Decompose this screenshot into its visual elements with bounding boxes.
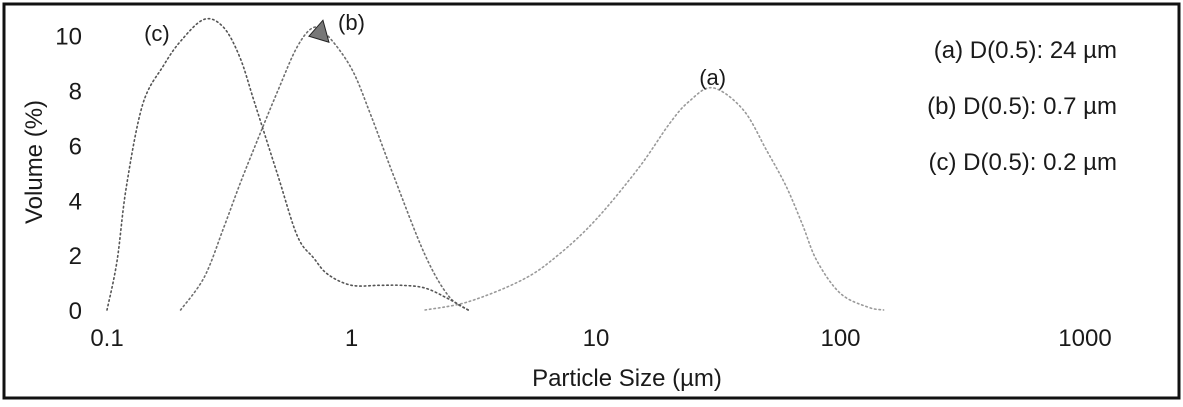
x-tick-label: 1 [345, 325, 358, 352]
x-tick-label: 10 [583, 325, 610, 352]
series-2-label: (c) [144, 21, 170, 46]
x-axis-title: Particle Size (µm) [532, 365, 722, 392]
y-tick-label: 6 [69, 133, 82, 160]
y-tick-label: 2 [69, 243, 82, 270]
legend-entry: (b) D(0.5): 0.7 µm [927, 93, 1117, 120]
x-tick-label: 100 [820, 325, 860, 352]
legend-entry: (c) D(0.5): 0.2 µm [928, 149, 1117, 176]
x-tick-label: 1000 [1058, 325, 1111, 352]
x-tick-label: 0.1 [90, 325, 123, 352]
y-tick-label: 8 [69, 79, 82, 106]
peak-marker-icon [308, 19, 330, 43]
series-0-label: (a) [699, 65, 726, 90]
y-tick-label: 4 [69, 188, 82, 215]
outer-border [2, 2, 1181, 400]
legend-entry: (a) D(0.5): 24 µm [934, 37, 1117, 64]
y-tick-label: 0 [69, 298, 82, 325]
series-1-label: (b) [338, 10, 365, 35]
y-axis-title: Volume (%) [21, 100, 48, 224]
y-tick-label: 10 [55, 24, 82, 51]
series-1-line [179, 26, 469, 311]
series-0-line [424, 86, 885, 311]
series-2-line [106, 17, 469, 311]
